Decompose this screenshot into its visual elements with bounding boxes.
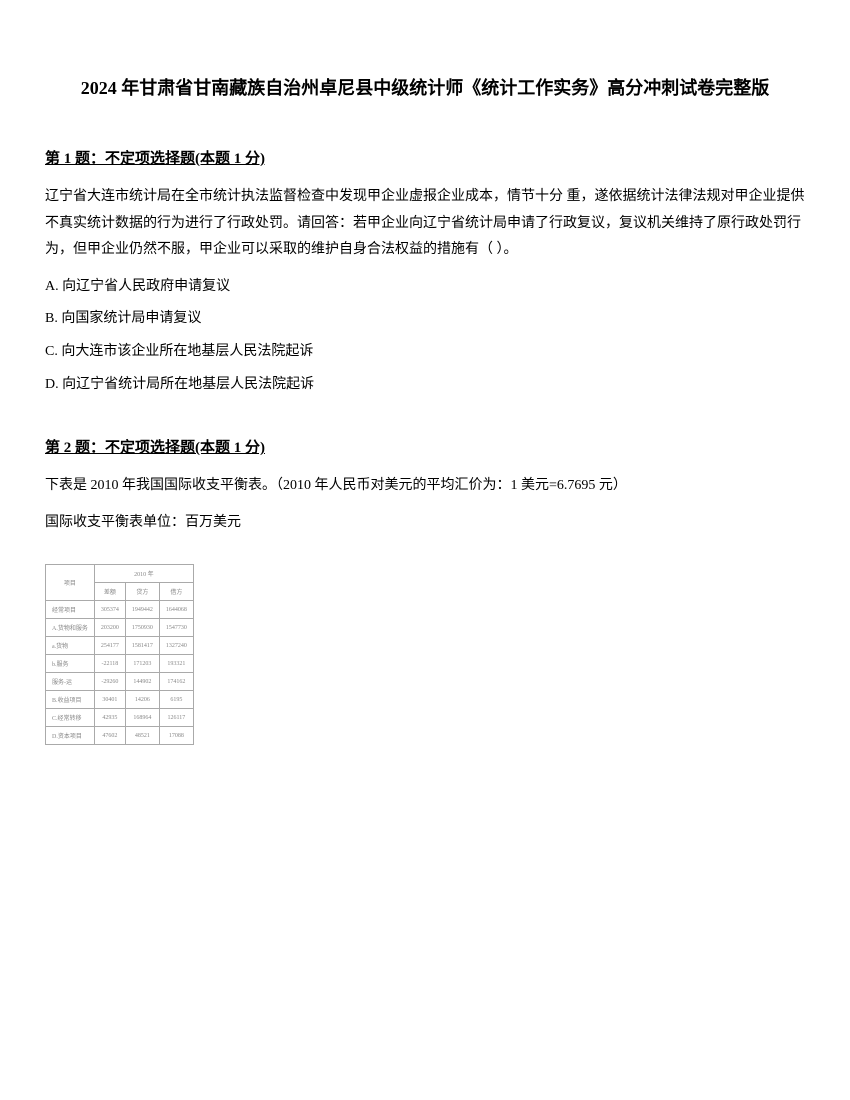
balance-table: 项目 2010 年 差额 贷方 借方 经常项目30537419494421644… xyxy=(45,564,194,745)
table-row: C.经常转移42935168964126117 xyxy=(46,709,194,727)
table-row: A.货物和服务20320017509301547730 xyxy=(46,619,194,637)
table-row: 经常项目30537419494421644068 xyxy=(46,601,194,619)
table-col-2: 贷方 xyxy=(125,583,159,601)
table-cell: -29260 xyxy=(94,673,125,691)
table-cell: 30401 xyxy=(94,691,125,709)
table-row-label: 服务-运 xyxy=(46,673,95,691)
document-title: 2024 年甘肃省甘南藏族自治州卓尼县中级统计师《统计工作实务》高分冲刺试卷完整… xyxy=(45,75,805,102)
question-2-subtext: 国际收支平衡表单位：百万美元 xyxy=(45,510,805,537)
table-cell: 14206 xyxy=(125,691,159,709)
table-row: B.收益项目30401142066195 xyxy=(46,691,194,709)
table-row-label: 经常项目 xyxy=(46,601,95,619)
table-cell: 305374 xyxy=(94,601,125,619)
table-row-label: B.收益项目 xyxy=(46,691,95,709)
question-1-option-a: A. 向辽宁省人民政府申请复议 xyxy=(45,274,805,301)
table-row: a.货物25417715814171327240 xyxy=(46,637,194,655)
question-1-option-b: B. 向国家统计局申请复议 xyxy=(45,306,805,333)
question-1: 第 1 题：不定项选择题(本题 1 分) 辽宁省大连市统计局在全市统计执法监督检… xyxy=(45,147,805,398)
table-cell: 203200 xyxy=(94,619,125,637)
table-row-label: a.货物 xyxy=(46,637,95,655)
table-cell: -22118 xyxy=(94,655,125,673)
table-row: D.资本项目476024852117088 xyxy=(46,727,194,745)
question-2-text: 下表是 2010 年我国国际收支平衡表。（2010 年人民币对美元的平均汇价为：… xyxy=(45,473,805,500)
table-cell: 42935 xyxy=(94,709,125,727)
question-1-header: 第 1 题：不定项选择题(本题 1 分) xyxy=(45,147,805,168)
table-row-label: D.资本项目 xyxy=(46,727,95,745)
table-row-label: b.服务 xyxy=(46,655,95,673)
table-cell: 1949442 xyxy=(125,601,159,619)
table-year-header: 2010 年 xyxy=(94,565,193,583)
table-cell: 193321 xyxy=(159,655,193,673)
table-cell: 168964 xyxy=(125,709,159,727)
table-cell: 17088 xyxy=(159,727,193,745)
table-cell: 1750930 xyxy=(125,619,159,637)
question-1-option-c: C. 向大连市该企业所在地基层人民法院起诉 xyxy=(45,339,805,366)
table-col-label: 项目 xyxy=(46,565,95,601)
table-cell: 174162 xyxy=(159,673,193,691)
table-row: 服务-运-29260144902174162 xyxy=(46,673,194,691)
table-cell: 144902 xyxy=(125,673,159,691)
table-cell: 1581417 xyxy=(125,637,159,655)
table-col-3: 借方 xyxy=(159,583,193,601)
table-cell: 254177 xyxy=(94,637,125,655)
table-row-label: C.经常转移 xyxy=(46,709,95,727)
table-row-label: A.货物和服务 xyxy=(46,619,95,637)
table-cell: 1327240 xyxy=(159,637,193,655)
table-col-1: 差额 xyxy=(94,583,125,601)
table-cell: 6195 xyxy=(159,691,193,709)
question-2-header: 第 2 题：不定项选择题(本题 1 分) xyxy=(45,436,805,457)
table-cell: 171203 xyxy=(125,655,159,673)
table-cell: 48521 xyxy=(125,727,159,745)
question-1-text: 辽宁省大连市统计局在全市统计执法监督检查中发现甲企业虚报企业成本，情节十分 重，… xyxy=(45,184,805,264)
table-cell: 1644068 xyxy=(159,601,193,619)
table-cell: 126117 xyxy=(159,709,193,727)
question-1-option-d: D. 向辽宁省统计局所在地基层人民法院起诉 xyxy=(45,372,805,399)
table-cell: 47602 xyxy=(94,727,125,745)
table-row: b.服务-22118171203193321 xyxy=(46,655,194,673)
table-cell: 1547730 xyxy=(159,619,193,637)
question-2: 第 2 题：不定项选择题(本题 1 分) 下表是 2010 年我国国际收支平衡表… xyxy=(45,436,805,745)
